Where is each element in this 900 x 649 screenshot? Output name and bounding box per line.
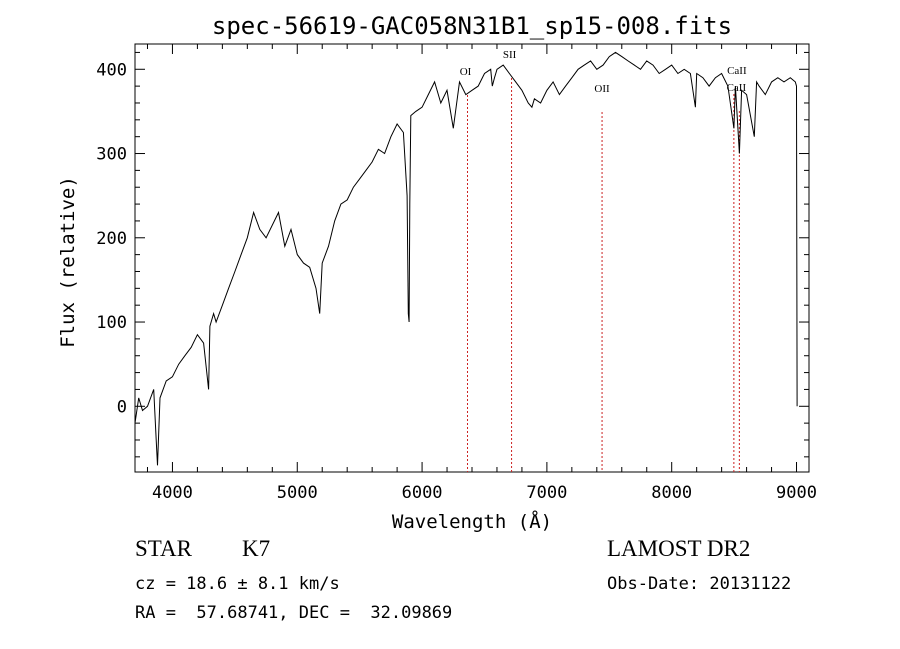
axes: 4000 5000 6000 7000 8000 9000 0 100 200 300 400 xyxy=(96,43,817,503)
survey-name: LAMOST DR2 xyxy=(607,536,751,561)
x-tick-label: 5000 xyxy=(277,483,318,503)
x-tick-label: 6000 xyxy=(402,483,443,503)
y-tick-label: 200 xyxy=(96,229,127,249)
redshift-info: cz = 18.6 ± 8.1 km/s xyxy=(135,574,340,594)
spectrum-series-line xyxy=(134,51,798,466)
coordinates-info: RA = 57.68741, DEC = 32.09869 xyxy=(135,603,453,623)
object-subclass: K7 xyxy=(242,536,271,561)
y-tick-label: 100 xyxy=(96,313,127,333)
y-axis-label: Flux (relative) xyxy=(57,176,79,348)
x-tick-label: 4000 xyxy=(152,483,193,503)
y-tick-label: 400 xyxy=(96,60,127,80)
x-tick-label: 9000 xyxy=(776,483,817,503)
y-tick-label: 300 xyxy=(96,145,127,165)
observation-date: Obs-Date: 20131122 xyxy=(607,574,792,594)
x-axis-label: Wavelength (Å) xyxy=(392,510,552,533)
annotation-label: OII xyxy=(594,83,610,95)
x-tick-label: 7000 xyxy=(526,483,567,503)
annotation-label: SII xyxy=(503,49,517,61)
x-tick-label: 8000 xyxy=(651,483,692,503)
y-tick-label: 0 xyxy=(117,397,127,417)
object-class: STAR xyxy=(135,536,192,561)
chart-title: spec-56619-GAC058N31B1_sp15-008.fits xyxy=(212,12,732,40)
annotation-label: CaII xyxy=(727,65,747,77)
plot-frame xyxy=(134,43,810,473)
annotation-label: OI xyxy=(460,66,472,78)
